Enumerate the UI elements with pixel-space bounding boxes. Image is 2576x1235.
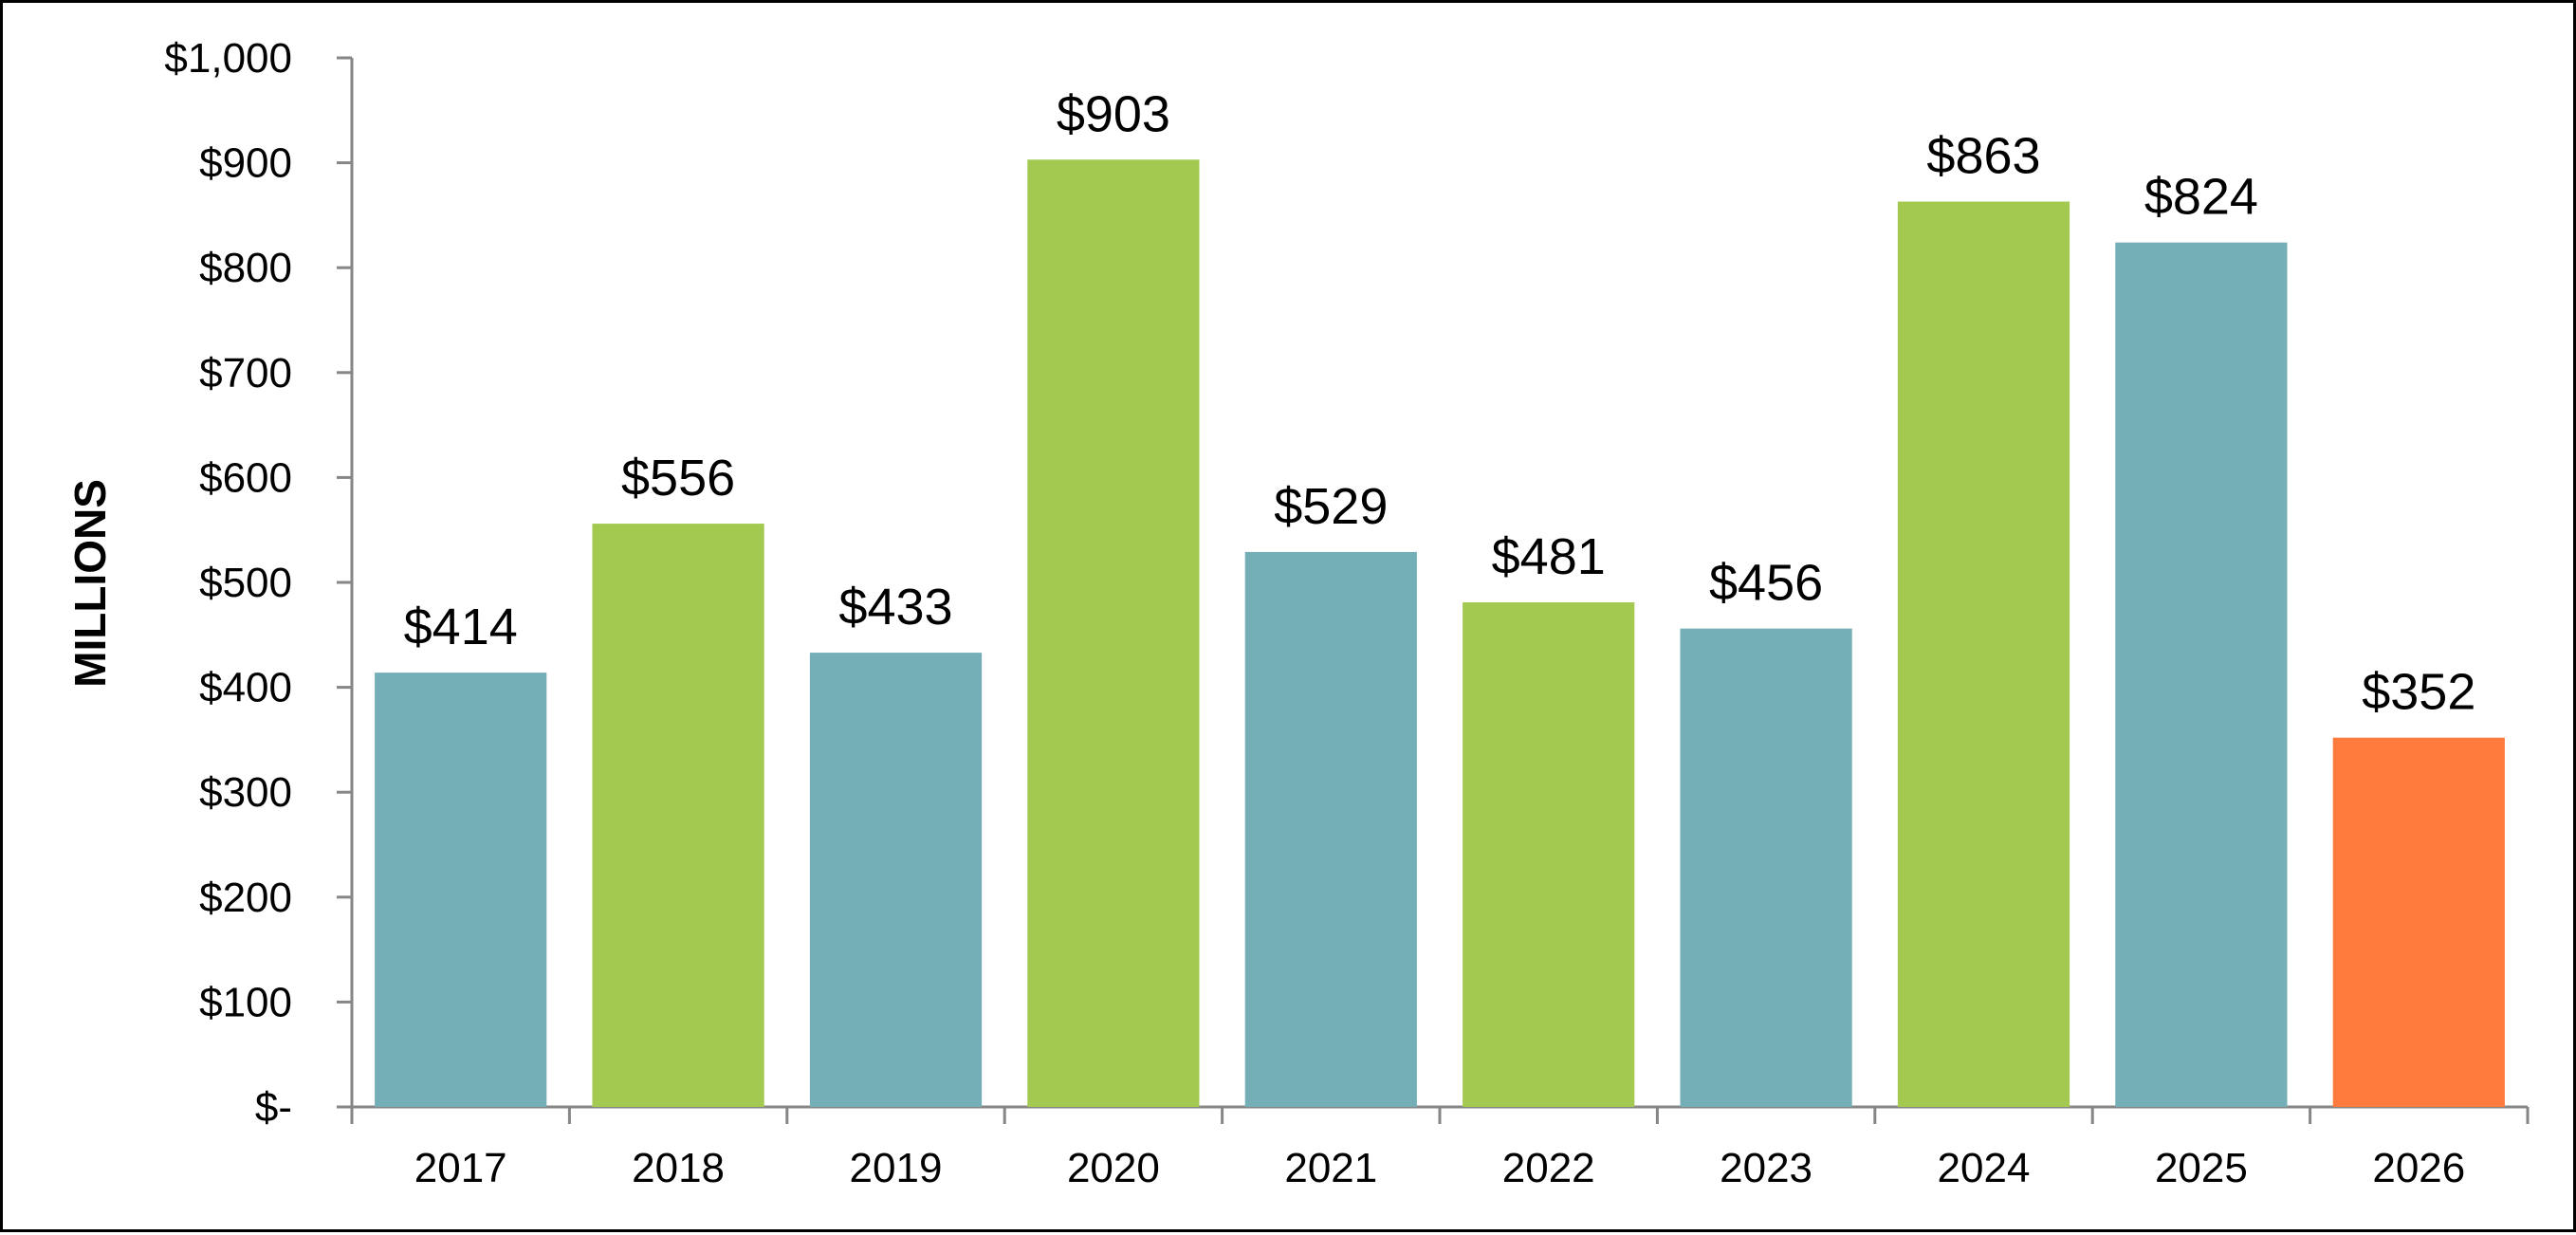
y-tick-label: $300 [199, 769, 292, 816]
data-label: $456 [1709, 555, 1823, 612]
x-tick-label: 2024 [1938, 1145, 2031, 1191]
x-tick-label: 2018 [632, 1145, 725, 1191]
data-label: $824 [2144, 169, 2258, 226]
bar-2020 [1027, 159, 1200, 1108]
bar-2026 [2332, 737, 2505, 1107]
bar-2023 [1680, 628, 1852, 1107]
y-tick-label: $700 [199, 350, 292, 396]
y-axis-title: MILLIONS [65, 479, 115, 688]
bar-2018 [592, 524, 764, 1107]
y-axis: $- $100 $200 $300 $400 $500 $600 $700 $800 $900 $1… [164, 35, 354, 1131]
bars [375, 159, 2505, 1108]
bar-2021 [1244, 551, 1417, 1107]
data-label: $352 [2362, 664, 2475, 721]
x-axis: 2017 2018 2019 2020 2021 2022 2023 2024 2025 2026 [350, 1105, 2530, 1191]
bar-2017 [375, 673, 547, 1107]
bar-chart: $- $100 $200 $300 $400 $500 $600 $700 $800 $900 $1… [65, 35, 2530, 1191]
x-tick-label: 2017 [414, 1145, 507, 1191]
data-label: $556 [621, 450, 735, 507]
y-tick-label: $900 [199, 140, 292, 187]
y-tick-label: $200 [199, 875, 292, 921]
y-tick-label: $1,000 [164, 35, 292, 82]
data-label: $414 [404, 599, 518, 655]
y-tick-label: $800 [199, 245, 292, 291]
x-tick-label: 2025 [2155, 1145, 2248, 1191]
x-tick-label: 2022 [1502, 1145, 1595, 1191]
x-tick-label: 2023 [1720, 1145, 1812, 1191]
x-tick-label: 2021 [1284, 1145, 1377, 1191]
y-tick-label: $400 [199, 665, 292, 711]
y-tick-label: $500 [199, 560, 292, 606]
bar-2022 [1463, 602, 1635, 1107]
data-label: $529 [1274, 478, 1388, 535]
x-tick-label: 2026 [2372, 1145, 2465, 1191]
bar-2025 [2115, 242, 2288, 1107]
data-label: $903 [1057, 85, 1170, 142]
x-tick-label: 2020 [1067, 1145, 1160, 1191]
bar-2019 [809, 653, 983, 1107]
data-label: $863 [1926, 128, 2040, 185]
data-label: $433 [838, 579, 952, 636]
x-tick-label: 2019 [850, 1145, 943, 1191]
y-tick-label: $600 [199, 454, 292, 501]
y-tick-label: $- [255, 1084, 292, 1131]
data-label: $481 [1492, 528, 1606, 585]
data-labels: $414 $556 $433 $903 $529 $481 $456 $863 $824 $352 [404, 85, 2476, 720]
bar-2024 [1897, 201, 2070, 1108]
y-tick-label: $100 [199, 979, 292, 1025]
